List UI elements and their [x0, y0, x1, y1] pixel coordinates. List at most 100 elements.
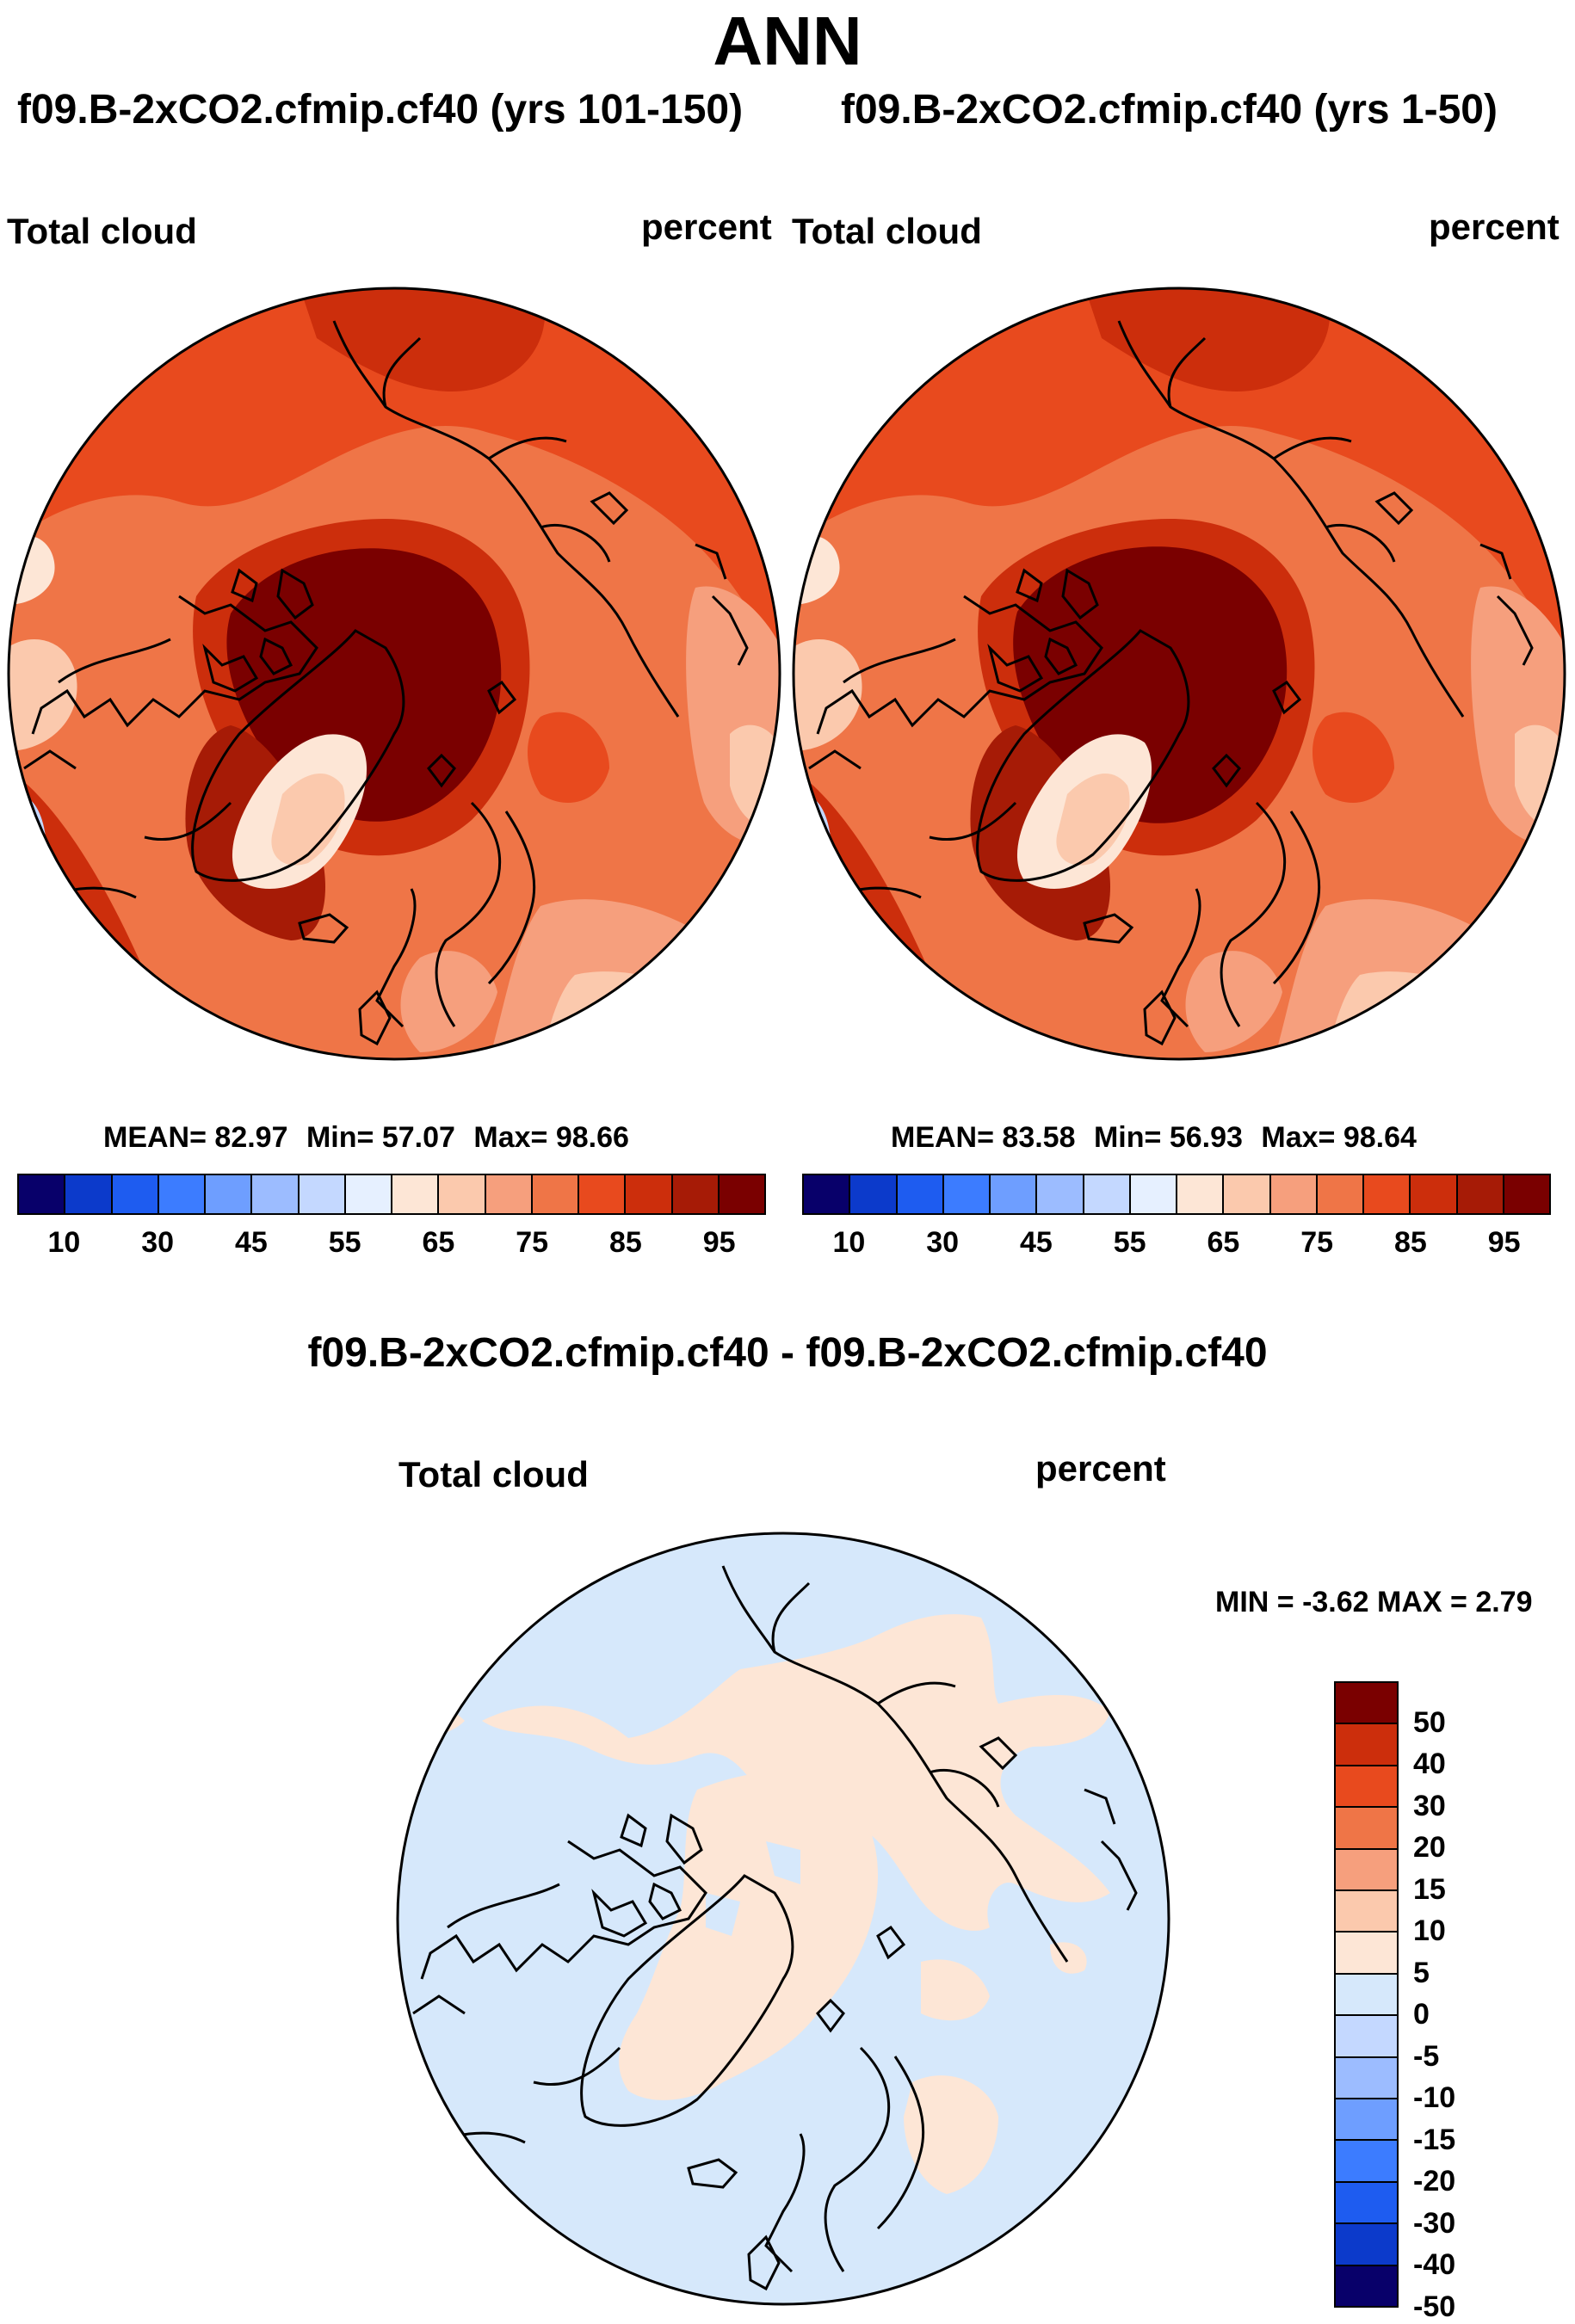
colorbar-tick-label: 30	[926, 1226, 960, 1259]
colorbar-tick-label: 55	[328, 1226, 361, 1259]
colorbar-tick-label: -5	[1413, 2039, 1440, 2073]
difference-variable-label: Total cloud	[398, 1454, 589, 1495]
colorbar-cell	[392, 1175, 440, 1213]
colorbar-cell	[1336, 1682, 1397, 1723]
panel-right-map	[792, 287, 1566, 1061]
colorbar-cell	[1411, 1175, 1458, 1213]
colorbar-cell	[991, 1175, 1038, 1213]
panel-right-colorbar	[802, 1174, 1551, 1215]
colorbar-tick-label: 65	[1207, 1226, 1240, 1259]
colorbar-cell	[1336, 2222, 1397, 2265]
difference-title: f09.B-2xCO2.cfmip.cf40 - f09.B-2xCO2.cfm…	[307, 1330, 1268, 1376]
panel-left-colorbar	[17, 1174, 766, 1215]
mean-value: 83.58	[1002, 1121, 1076, 1154]
colorbar-cell	[1037, 1175, 1084, 1213]
colorbar-tick-label: 30	[141, 1226, 175, 1259]
colorbar-tick-label: 45	[1019, 1226, 1053, 1259]
colorbar-cell	[65, 1175, 113, 1213]
colorbar-tick-label: 50	[1413, 1705, 1446, 1739]
colorbar-cell	[719, 1175, 764, 1213]
colorbar-tick-label: 85	[1393, 1226, 1427, 1259]
colorbar-tick-label: 75	[1300, 1226, 1334, 1259]
colorbar-cell	[1270, 1175, 1318, 1213]
colorbar-cell	[1457, 1175, 1504, 1213]
main-title: ANN	[713, 3, 862, 79]
colorbar-tick-label: 10	[832, 1226, 866, 1259]
difference-map	[396, 1532, 1170, 2306]
colorbar-tick-label: -10	[1413, 2081, 1456, 2115]
colorbar-cell	[1317, 1175, 1364, 1213]
mean-label: MEAN=	[103, 1121, 207, 1154]
colorbar-tick-label: 45	[234, 1226, 268, 1259]
min-label: Min=	[306, 1121, 374, 1154]
colorbar-cell	[439, 1175, 486, 1213]
colorbar-tick-label: -30	[1413, 2206, 1456, 2240]
colorbar-cell	[1504, 1175, 1549, 1213]
panel-left-title: f09.B-2xCO2.cfmip.cf40 (yrs 101-150)	[17, 87, 744, 133]
colorbar-cell	[1364, 1175, 1411, 1213]
colorbar-cell	[112, 1175, 159, 1213]
colorbar-cell	[1336, 1764, 1397, 1807]
colorbar-tick-label: -50	[1413, 2290, 1456, 2323]
colorbar-cell	[532, 1175, 579, 1213]
colorbar-tick-label: 15	[1413, 1872, 1446, 1906]
colorbar-cell	[345, 1175, 392, 1213]
colorbar-cell	[299, 1175, 346, 1213]
max-value: 98.66	[555, 1121, 629, 1154]
mean-value: 82.97	[214, 1121, 288, 1154]
colorbar-cell	[1336, 2139, 1397, 2181]
difference-minmax: MIN = -3.62 MAX = 2.79	[1215, 1586, 1533, 1618]
colorbar-cell	[1336, 2056, 1397, 2098]
mean-label: MEAN=	[891, 1121, 994, 1154]
colorbar-cell	[579, 1175, 627, 1213]
colorbar-tick-label: -15	[1413, 2123, 1456, 2156]
colorbar-cell	[19, 1175, 66, 1213]
min-value: 56.93	[1169, 1121, 1243, 1154]
colorbar-tick-label: 85	[608, 1226, 642, 1259]
colorbar-tick-label: 95	[1487, 1226, 1521, 1259]
colorbar-cell	[1336, 1889, 1397, 1932]
colorbar-cell	[158, 1175, 206, 1213]
panel-right-title: f09.B-2xCO2.cfmip.cf40 (yrs 1-50)	[841, 87, 1498, 133]
colorbar-tick-label: -40	[1413, 2248, 1456, 2282]
colorbar-cell	[1336, 1847, 1397, 1889]
colorbar-tick-label: -20	[1413, 2165, 1456, 2198]
colorbar-cell	[1336, 1723, 1397, 1765]
colorbar-tick-label: 10	[47, 1226, 81, 1259]
max-value: 98.64	[1343, 1121, 1417, 1154]
colorbar-tick-label: 0	[1413, 1998, 1430, 2031]
panel-left-units-label: percent	[641, 207, 772, 247]
min-value: 57.07	[381, 1121, 455, 1154]
panel-right-units-label: percent	[1429, 207, 1560, 247]
colorbar-cell	[850, 1175, 898, 1213]
colorbar-cell	[1336, 1931, 1397, 1973]
max-label: Max=	[473, 1121, 548, 1154]
colorbar-cell	[206, 1175, 253, 1213]
colorbar-cell	[1336, 1806, 1397, 1848]
colorbar-cell	[1130, 1175, 1177, 1213]
panel-left-map	[7, 287, 781, 1061]
difference-units-label: percent	[1035, 1448, 1166, 1489]
colorbar-tick-label: 40	[1413, 1748, 1446, 1781]
panel-right-stats: MEAN= 83.58 Min= 56.93 Max= 98.64	[891, 1121, 1417, 1155]
colorbar-cell	[1336, 2180, 1397, 2223]
max-label: Max=	[1261, 1121, 1336, 1154]
colorbar-cell	[1336, 2014, 1397, 2056]
colorbar-cell	[804, 1175, 851, 1213]
colorbar-tick-label: 65	[422, 1226, 455, 1259]
colorbar-cell	[1336, 2097, 1397, 2140]
colorbar-cell	[1336, 2264, 1397, 2306]
panel-right-variable-label: Total cloud	[792, 211, 982, 251]
colorbar-cell	[626, 1175, 673, 1213]
colorbar-cell	[897, 1175, 944, 1213]
panel-left-variable-label: Total cloud	[7, 211, 197, 251]
colorbar-tick-label: 5	[1413, 1956, 1430, 1989]
colorbar-cell	[1224, 1175, 1271, 1213]
colorbar-tick-label: 95	[702, 1226, 736, 1259]
colorbar-cell	[943, 1175, 991, 1213]
colorbar-cell	[1336, 1972, 1397, 2015]
colorbar-cell	[672, 1175, 720, 1213]
colorbar-cell	[1177, 1175, 1225, 1213]
colorbar-tick-label: 55	[1113, 1226, 1146, 1259]
colorbar-tick-label: 30	[1413, 1789, 1446, 1822]
